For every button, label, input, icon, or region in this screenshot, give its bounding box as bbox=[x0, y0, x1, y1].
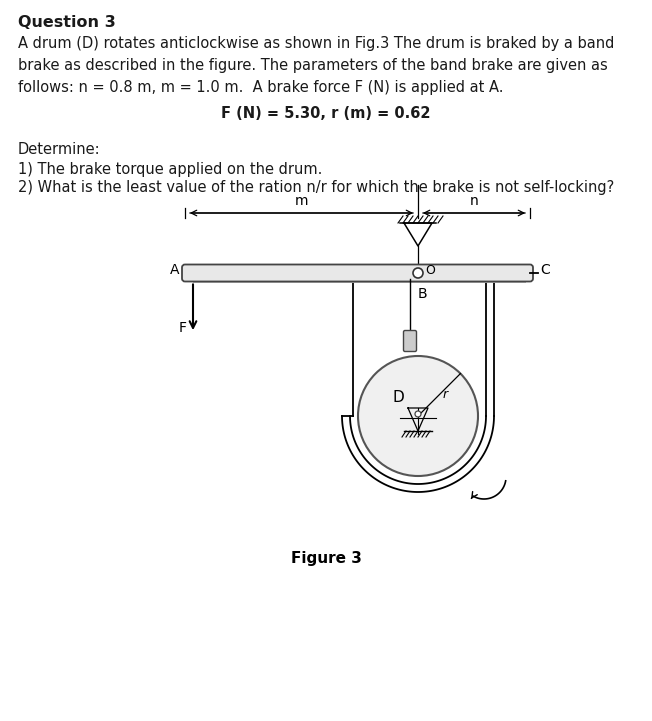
Text: follows: n = 0.8 m, m = 1.0 m.  A brake force F (N) is applied at A.: follows: n = 0.8 m, m = 1.0 m. A brake f… bbox=[18, 80, 503, 95]
Circle shape bbox=[358, 356, 478, 476]
Text: F: F bbox=[179, 321, 187, 335]
Text: Determine:: Determine: bbox=[18, 142, 100, 157]
Text: F (N) = 5.30, r (m) = 0.62: F (N) = 5.30, r (m) = 0.62 bbox=[221, 106, 431, 121]
Text: m: m bbox=[295, 194, 308, 208]
Text: B: B bbox=[418, 286, 428, 301]
Text: brake as described in the figure. The parameters of the band brake are given as: brake as described in the figure. The pa… bbox=[18, 58, 608, 73]
Text: A drum (D) rotates anticlockwise as shown in Fig.3 The drum is braked by a band: A drum (D) rotates anticlockwise as show… bbox=[18, 36, 614, 51]
Text: A: A bbox=[170, 263, 179, 277]
Text: 1) The brake torque applied on the drum.: 1) The brake torque applied on the drum. bbox=[18, 162, 322, 177]
Text: Figure 3: Figure 3 bbox=[291, 551, 361, 566]
Text: D: D bbox=[392, 391, 404, 405]
Text: O: O bbox=[425, 263, 435, 276]
Text: C: C bbox=[540, 263, 550, 277]
FancyBboxPatch shape bbox=[404, 330, 417, 352]
Text: 2) What is the least value of the ration n/r for which the brake is not self-loc: 2) What is the least value of the ration… bbox=[18, 180, 614, 195]
Text: n: n bbox=[469, 194, 479, 208]
Circle shape bbox=[413, 268, 423, 278]
Text: Question 3: Question 3 bbox=[18, 15, 116, 30]
FancyBboxPatch shape bbox=[182, 265, 533, 281]
Circle shape bbox=[415, 411, 421, 417]
Text: r: r bbox=[443, 387, 448, 400]
